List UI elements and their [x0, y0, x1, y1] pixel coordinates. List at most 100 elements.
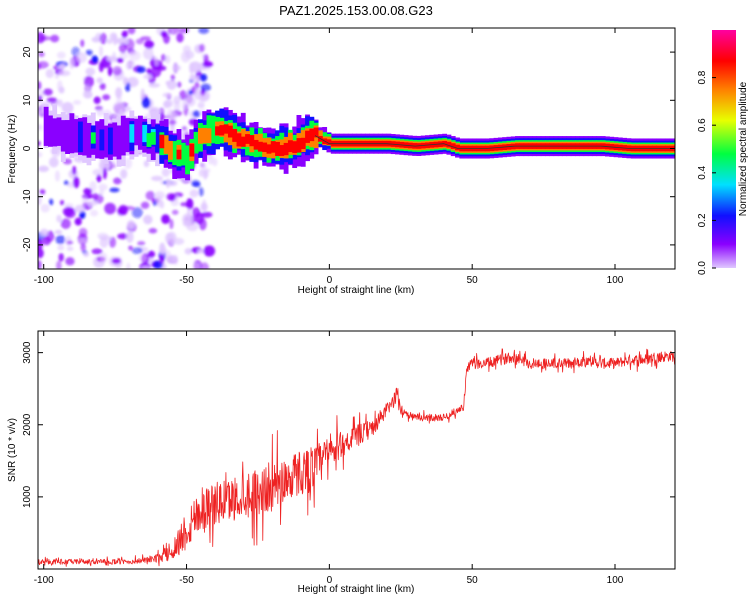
bottom-axis-ticks: -100 -50 0 50 100 1000 2000 3000: [22, 331, 675, 586]
noise-blob: [54, 229, 63, 235]
noise-blob: [123, 157, 133, 170]
noise-blob: [75, 52, 87, 63]
noise-blob: [194, 80, 200, 90]
noise-blob: [192, 110, 201, 118]
x-tick-label: -50: [179, 275, 194, 286]
noise-blob: [110, 160, 117, 169]
noise-blob: [128, 50, 138, 56]
noise-blob: [117, 233, 129, 240]
noise-blob: [147, 250, 156, 258]
noise-blob: [99, 45, 104, 58]
noise-blob: [74, 217, 82, 226]
noise-blob: [38, 124, 43, 131]
noise-blob: [149, 58, 154, 67]
noise-blob: [85, 84, 90, 90]
noise-blob: [38, 61, 49, 69]
noise-blob: [120, 168, 128, 179]
noise-blob: [115, 37, 128, 45]
noise-blob: [160, 200, 165, 209]
noise-blob: [45, 68, 54, 79]
noise-blob: [172, 65, 182, 71]
noise-blob: [91, 36, 101, 43]
x-tick-label: 0: [327, 275, 333, 286]
ridge-cell: [73, 119, 79, 153]
ridge-cell: [317, 130, 323, 140]
noise-blob: [74, 204, 86, 213]
noise-blob: [58, 70, 71, 77]
noise-blob: [170, 74, 176, 82]
ridge-cell: [176, 149, 182, 160]
noise-blob: [99, 32, 107, 45]
ridge-cell: [95, 121, 100, 159]
ridge-cell: [99, 129, 105, 151]
noise-blob: [92, 168, 103, 176]
x-tick-label: 50: [467, 575, 479, 586]
noise-blob: [162, 92, 172, 98]
noise-blob: [104, 202, 116, 215]
noise-blob: [126, 262, 131, 269]
noise-blob: [99, 82, 106, 91]
ridge-cell: [125, 118, 130, 153]
noise-blob: [80, 39, 85, 48]
noise-blob: [116, 95, 122, 104]
noise-blob: [163, 33, 170, 44]
ridge-cell: [107, 127, 113, 155]
noise-blob: [151, 175, 164, 182]
x-tick-label: 0: [327, 575, 333, 586]
ridge-cell: [300, 137, 306, 150]
noise-blob: [184, 248, 193, 255]
noise-blob: [181, 101, 186, 110]
noise-blob: [109, 187, 120, 193]
noise-blob: [182, 213, 192, 226]
colorbar-tick-label: 0.2: [697, 213, 708, 227]
colorbar-label: Normalized spectral amplitude: [738, 81, 749, 216]
ridge-cell: [56, 117, 62, 146]
ridge-cell: [167, 140, 173, 160]
noise-blob: [127, 219, 135, 229]
x-tick-label: 50: [467, 275, 479, 286]
noise-blob: [198, 187, 204, 197]
noise-blob: [100, 59, 109, 69]
noise-blob: [148, 83, 160, 88]
ridge-cell: [249, 135, 255, 147]
noise-blob: [166, 79, 177, 90]
y-tick-label: 3000: [22, 341, 33, 364]
noise-blob: [179, 202, 191, 207]
noise-blob: [148, 228, 158, 234]
noise-blob: [127, 28, 136, 35]
noise-blob: [180, 51, 191, 63]
noise-blob: [82, 90, 92, 99]
ridge-cell: [193, 131, 199, 154]
ridge-cell: [266, 144, 272, 154]
noise-blob: [169, 218, 174, 230]
ridge-cell: [65, 120, 70, 155]
noise-blob: [161, 214, 170, 224]
noise-blob: [43, 88, 53, 96]
noise-blob: [38, 194, 42, 206]
ridge-cell: [296, 138, 302, 153]
ridge-cell: [202, 127, 208, 144]
noise-blob: [135, 38, 144, 45]
noise-blob: [165, 99, 174, 108]
noise-blob: [57, 244, 65, 251]
y-tick-label: 20: [22, 46, 33, 58]
ridge-cell: [189, 143, 195, 157]
noise-blob: [113, 177, 122, 185]
noise-blob: [61, 61, 67, 68]
noise-blob: [55, 260, 62, 269]
ridge-cell: [159, 134, 165, 149]
noise-blob: [136, 66, 146, 74]
noise-blob: [122, 205, 135, 211]
noise-blob: [168, 119, 177, 125]
colorbar: 0.0 0.2 0.4 0.6 0.8 Normalized spectral ampl…: [697, 30, 749, 275]
noise-blob: [38, 165, 50, 173]
ridge-cell: [450, 143, 456, 149]
ridge-cell: [262, 142, 268, 152]
ridge-cell: [112, 122, 118, 157]
x-tick-label: -100: [34, 575, 54, 586]
noise-blob: [46, 97, 58, 103]
noise-blob: [72, 165, 77, 175]
noise-blob: [199, 93, 208, 100]
ridge-cell: [120, 115, 126, 156]
noise-blob: [54, 170, 60, 182]
